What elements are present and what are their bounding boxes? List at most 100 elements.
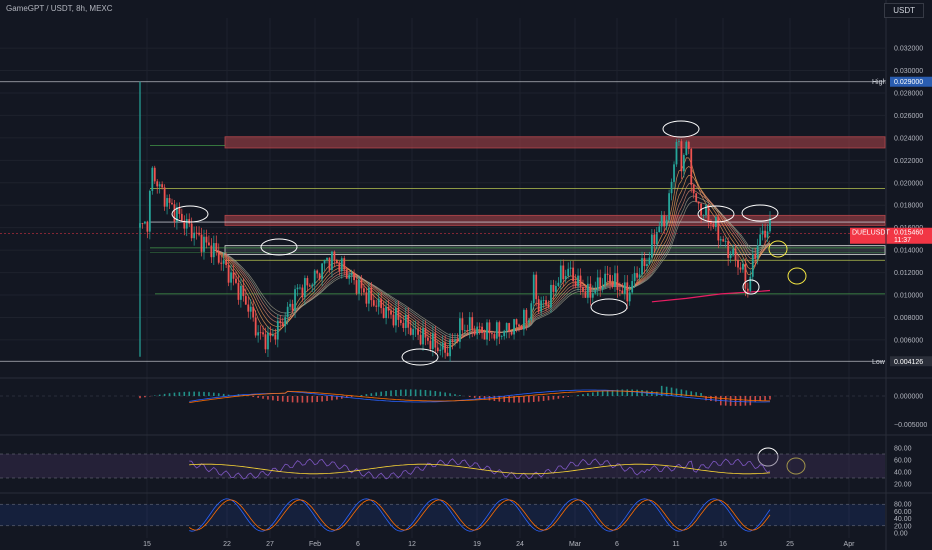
candle-body — [299, 287, 301, 289]
candle-body — [171, 202, 173, 205]
high-price-value: 0.029000 — [894, 79, 923, 86]
macd-histogram-bar — [257, 396, 259, 398]
candle-body — [222, 260, 225, 264]
candle-body — [225, 260, 228, 266]
candle-body — [318, 273, 321, 280]
candle-body — [486, 322, 488, 340]
macd-histogram-bar — [286, 396, 289, 403]
time-tick-label: 12 — [408, 541, 416, 548]
candle-body — [303, 278, 306, 298]
macd-histogram-bar — [291, 396, 294, 403]
candle-body — [491, 333, 493, 335]
candle-body — [144, 221, 146, 224]
candle-body — [631, 281, 634, 293]
candle-body — [601, 285, 604, 290]
candle-body — [436, 347, 439, 352]
candle-body — [244, 296, 247, 305]
candle-body — [596, 277, 599, 290]
candle-body — [478, 326, 481, 328]
macd-histogram-bar — [139, 396, 141, 399]
candle-body — [217, 251, 220, 263]
candle-body — [724, 241, 727, 242]
candle-body — [663, 215, 666, 227]
candle-body — [242, 285, 245, 297]
candle-body — [582, 287, 584, 292]
marker-ellipse-white — [697, 205, 735, 223]
macd-histogram-bar — [705, 396, 707, 401]
candle-body — [449, 339, 451, 357]
macd-histogram-bar — [710, 396, 712, 402]
candle-body — [439, 349, 442, 352]
macd-histogram-bar — [193, 391, 195, 396]
rsi-tick-label: 40.00 — [894, 470, 912, 477]
candle-body — [623, 282, 626, 294]
candle-body — [333, 251, 336, 261]
current-symbol-label: DUELUSDT — [852, 230, 890, 237]
candle-body — [769, 218, 771, 232]
stoch-d-line — [188, 499, 771, 531]
macd-histogram-bar — [601, 390, 604, 396]
macd-histogram-bar — [518, 396, 520, 403]
candle-body — [574, 281, 577, 287]
rsi-tick-label: 80.00 — [894, 446, 912, 453]
macd-histogram-bar — [419, 389, 422, 396]
macd-histogram-bar — [473, 396, 476, 398]
candle-body — [764, 230, 766, 238]
marker-ellipse-white — [171, 205, 209, 223]
candle-body — [710, 220, 712, 224]
candle-body — [375, 305, 378, 307]
macd-histogram-bar — [311, 396, 314, 403]
price-tick-label: 0.026000 — [894, 113, 923, 120]
candle-body — [180, 213, 183, 221]
candle-body — [311, 284, 314, 287]
candle-body — [148, 190, 151, 232]
macd-histogram-bar — [734, 396, 737, 406]
candle-body — [151, 167, 154, 191]
candle-body — [335, 260, 338, 263]
macd-histogram-bar — [636, 389, 638, 396]
candle-body — [653, 234, 656, 245]
candle-body — [542, 300, 545, 301]
macd-histogram-bar — [281, 396, 284, 402]
candle-body — [604, 273, 607, 286]
candle-body — [584, 291, 587, 298]
rsi-tick-label: 60.00 — [894, 458, 912, 465]
candle-body — [594, 289, 597, 294]
candle-body — [141, 223, 144, 224]
candle-body — [161, 184, 164, 188]
candle-body — [525, 309, 528, 323]
candle-body — [198, 232, 200, 235]
candle-body — [545, 300, 547, 305]
candle-body — [633, 273, 636, 282]
candle-body — [621, 290, 624, 294]
macd-histogram-bar — [424, 390, 427, 396]
marker-ellipse-white — [260, 238, 298, 256]
macd-histogram-bar — [739, 396, 742, 406]
macd-histogram-bar — [331, 396, 333, 401]
candle-body — [195, 232, 198, 234]
candle-body — [271, 334, 274, 336]
candle-body — [515, 319, 518, 325]
candle-body — [190, 223, 193, 239]
macd-histogram-bar — [685, 390, 688, 396]
candle-body — [279, 320, 282, 323]
currency-selector[interactable]: USDT — [884, 3, 924, 18]
candle-body — [579, 275, 582, 288]
macd-histogram-bar — [404, 389, 407, 396]
candle-body — [461, 318, 464, 331]
candle-body — [380, 298, 383, 309]
marker-ellipse-white — [742, 279, 760, 295]
candle-body — [614, 273, 616, 288]
time-tick-label: 22 — [223, 541, 231, 548]
macd-histogram-bar — [321, 396, 323, 402]
candle-body — [476, 326, 479, 335]
candle-body — [254, 317, 257, 336]
macd-histogram-bar — [188, 391, 191, 396]
candle-body — [274, 334, 277, 340]
macd-tick-label: −0.005000 — [894, 422, 927, 429]
price-zone — [224, 214, 886, 226]
price-tick-label: 0.028000 — [894, 90, 923, 97]
marker-ellipse-white — [741, 204, 779, 222]
candle-body — [397, 307, 400, 320]
